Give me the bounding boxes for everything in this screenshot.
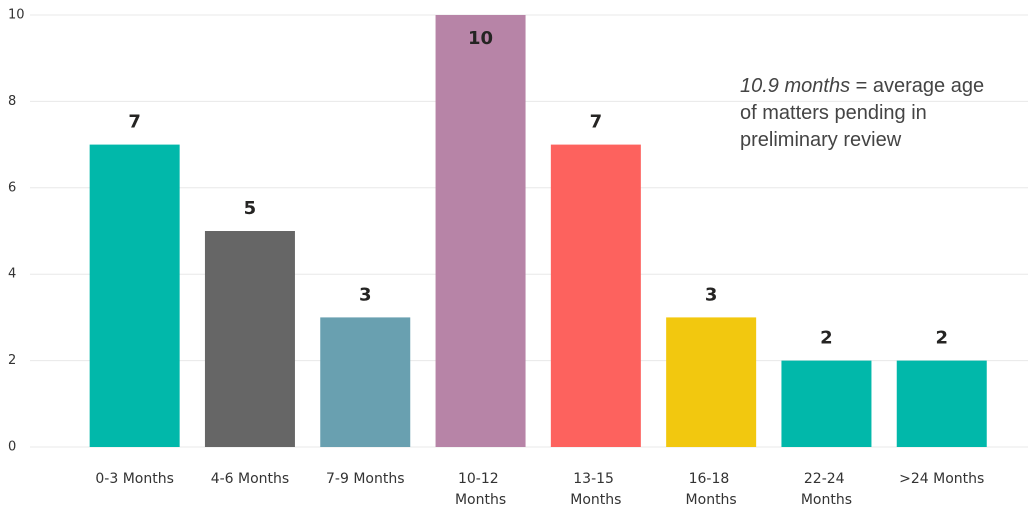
x-tick-label: 13-15 Months xyxy=(570,471,621,508)
data-label: 3 xyxy=(705,284,718,305)
bar xyxy=(320,317,411,447)
bar xyxy=(89,144,180,447)
bar xyxy=(550,144,641,447)
annotation-emphasis: 10.9 months xyxy=(740,75,851,97)
data-label: 2 xyxy=(935,328,948,349)
x-tick-label: 16-18 Months xyxy=(686,471,737,508)
bar xyxy=(781,360,872,447)
annotation-text: = average age of matters pending in prel… xyxy=(740,75,985,151)
annotation: 10.9 months = average age of matters pen… xyxy=(740,73,1002,154)
bar xyxy=(435,15,526,447)
x-tick-label: >24 Months xyxy=(899,471,984,487)
bar xyxy=(666,317,757,447)
bar xyxy=(896,360,987,447)
y-tick-label: 0 xyxy=(8,440,16,455)
y-tick-label: 4 xyxy=(8,267,16,282)
y-tick-label: 8 xyxy=(8,94,16,109)
data-label: 7 xyxy=(128,112,141,133)
x-tick-label: 22-24 Months xyxy=(801,471,852,508)
data-label: 10 xyxy=(468,28,493,49)
x-tick-label: 7-9 Months xyxy=(326,471,405,487)
data-label: 7 xyxy=(590,112,603,133)
bar xyxy=(204,231,295,447)
y-tick-label: 6 xyxy=(8,180,16,195)
y-tick-label: 2 xyxy=(8,353,16,368)
x-tick-label: 10-12 Months xyxy=(455,471,506,508)
data-label: 5 xyxy=(244,198,257,219)
data-label: 3 xyxy=(359,284,372,305)
y-tick-label: 10 xyxy=(8,8,25,23)
x-tick-label: 4-6 Months xyxy=(211,471,290,487)
x-tick-label: 0-3 Months xyxy=(95,471,174,487)
data-label: 2 xyxy=(820,328,833,349)
